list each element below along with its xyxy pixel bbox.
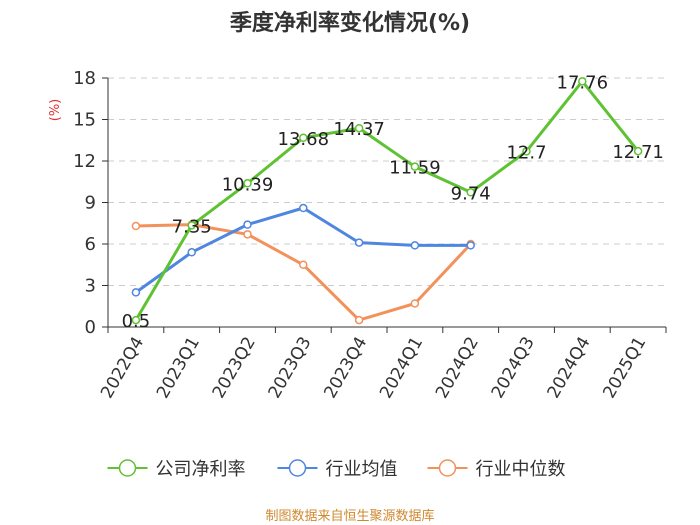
y-tick-label: 15 [73,110,96,131]
data-label: 9.74 [451,183,491,204]
series-lines [131,77,643,325]
y-tick-label: 12 [73,151,96,172]
data-label: 17.76 [557,72,609,93]
legend-label: 行业中位数 [476,459,566,480]
series-point [187,221,196,230]
series-point [466,241,475,250]
y-tick-label: 0 [85,317,96,338]
source-note: 制图数据来自恒生聚源数据库 [265,508,434,524]
axes: 0 3 6 9 12 15 18 2022Q4 2023Q1 2023Q2 2023Q3 2023Q4… [73,68,667,402]
series-line [135,223,472,322]
series-point [578,77,587,86]
series-point [299,203,308,213]
data-label: 12.7 [506,142,546,163]
series-point [131,315,141,325]
x-tick-label: 2022Q4 [97,334,148,402]
data-label: 14.37 [333,119,385,140]
x-tick-label: 2023Q1 [153,334,204,402]
series-point [187,248,196,257]
series-point [243,230,252,239]
series-point [354,238,364,247]
series-point [633,146,643,156]
data-label: 0.5 [122,311,151,332]
y-tick-label: 3 [85,276,96,297]
legend: 公司净利率 行业均值 行业中位数 [107,459,566,480]
chart-title: 季度净利率变化情况(%) [230,10,470,36]
series-line [134,79,640,321]
legend-marker [118,459,137,477]
y-tick-label: 9 [85,193,96,214]
x-tick-label: 2024Q4 [544,334,595,402]
series-point [354,315,364,325]
series-point [299,133,308,143]
series-point [243,179,252,188]
legend-label: 公司净利率 [156,459,246,480]
series-point [410,299,420,308]
y-tick-label: 6 [85,234,96,255]
series-point [354,123,364,133]
data-label: 11.59 [389,158,441,179]
data-label: 13.68 [278,129,330,150]
data-label: 10.39 [222,174,274,195]
data-label: 12.71 [612,142,664,163]
series-point [522,147,531,156]
series-point [131,288,141,297]
data-label: 7.35 [172,216,212,237]
legend-marker [438,459,457,477]
grid-lines [108,77,666,286]
x-tick-label: 2025Q1 [599,334,650,402]
series-point [466,188,475,197]
x-tick-label: 2024Q3 [488,334,539,402]
x-tick-label: 2023Q4 [320,334,371,402]
x-tick-label: 2024Q1 [376,334,427,402]
legend-marker [288,459,307,477]
y-tick-label: 18 [73,68,96,89]
y-axis-label: (%) [48,99,63,122]
x-tick-label: 2023Q3 [265,334,316,402]
series-point [410,162,420,171]
x-tick-label: 2024Q2 [432,334,483,402]
legend-label: 行业均值 [326,459,398,480]
series-point [410,241,420,250]
x-tick-label: 2023Q2 [209,334,260,402]
series-point [243,220,252,229]
series-point [131,221,141,231]
series-point [299,260,308,269]
